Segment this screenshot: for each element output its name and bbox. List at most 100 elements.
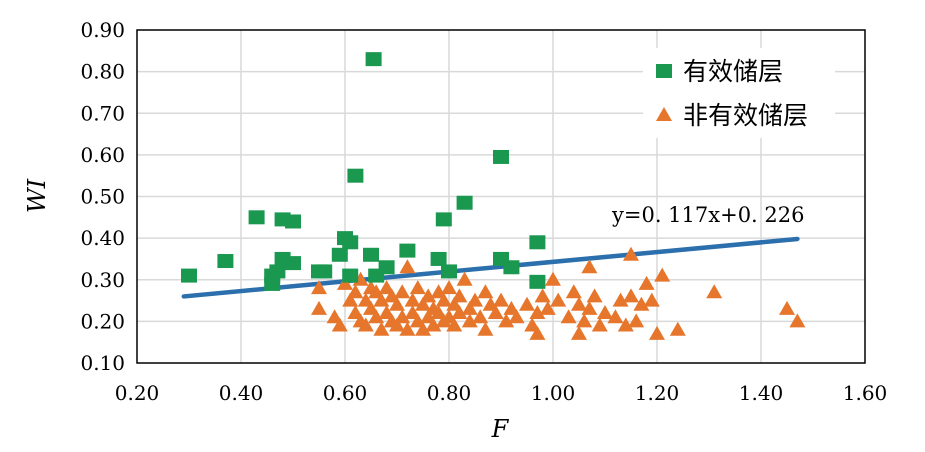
data-point-square xyxy=(399,243,416,258)
y-tick-label: 0.50 xyxy=(80,185,125,209)
data-point-square xyxy=(285,256,301,271)
data-point-triangle xyxy=(550,292,567,307)
data-point-triangle xyxy=(633,296,650,311)
x-axis-label: F xyxy=(491,415,510,443)
data-point-triangle xyxy=(623,246,639,261)
x-tick-label: 1.00 xyxy=(531,381,576,405)
data-point-triangle xyxy=(643,292,660,307)
x-tick-label: 0.20 xyxy=(115,381,160,405)
y-tick-label: 0.70 xyxy=(80,101,125,125)
data-point-triangle xyxy=(498,313,515,328)
data-point-square xyxy=(529,235,546,250)
data-point-square xyxy=(365,52,382,67)
legend-label-1: 有效储层 xyxy=(683,57,783,86)
data-point-triangle xyxy=(779,300,795,315)
data-point-square xyxy=(342,268,359,283)
x-tick-label: 1.20 xyxy=(635,381,680,405)
data-point-triangle xyxy=(399,321,416,336)
data-point-triangle xyxy=(311,300,327,315)
data-point-triangle xyxy=(529,305,546,320)
y-tick-label: 0.90 xyxy=(80,18,125,42)
y-tick-label: 0.60 xyxy=(80,143,125,167)
data-point-triangle xyxy=(420,288,437,303)
data-point-triangle xyxy=(404,292,421,307)
data-point-triangle xyxy=(534,288,551,303)
data-point-triangle xyxy=(571,325,587,340)
data-point-triangle xyxy=(617,317,634,332)
data-point-triangle xyxy=(451,288,468,303)
x-tick-label: 1.40 xyxy=(739,381,784,405)
data-point-triangle xyxy=(669,321,686,336)
data-point-triangle xyxy=(539,300,556,315)
data-point-square xyxy=(347,168,364,183)
data-point-square xyxy=(435,212,452,227)
data-point-square xyxy=(529,274,546,289)
trendline-equation: y=0. 117x+0. 226 xyxy=(611,203,805,227)
data-point-triangle xyxy=(342,292,359,307)
y-tick-label: 0.30 xyxy=(80,268,125,292)
data-point-triangle xyxy=(456,271,473,286)
data-point-triangle xyxy=(581,300,598,315)
plot-frame xyxy=(136,29,866,364)
x-tick-label: 0.80 xyxy=(427,381,472,405)
x-tick-label: 0.40 xyxy=(219,381,264,405)
data-point-triangle xyxy=(399,259,416,274)
data-point-triangle xyxy=(409,280,426,295)
series-1 xyxy=(181,52,546,291)
data-point-triangle xyxy=(571,296,587,311)
data-point-triangle xyxy=(586,288,603,303)
legend-marker-2 xyxy=(656,107,672,121)
data-point-square xyxy=(503,260,520,275)
data-point-triangle xyxy=(472,309,489,324)
data-point-triangle xyxy=(451,305,468,320)
y-tick-label: 0.20 xyxy=(80,309,125,333)
trendline-group xyxy=(181,236,800,299)
data-point-square xyxy=(217,254,234,269)
data-point-square xyxy=(181,268,197,283)
legend-label-2: 非有效储层 xyxy=(683,101,808,130)
y-tick-label: 0.80 xyxy=(80,60,125,84)
data-point-triangle xyxy=(623,288,639,303)
data-point-triangle xyxy=(477,284,494,299)
data-point-triangle xyxy=(368,309,385,324)
data-point-triangle xyxy=(487,305,504,320)
data-point-triangle xyxy=(389,317,405,332)
data-point-triangle xyxy=(638,275,655,290)
data-point-square xyxy=(378,260,395,275)
data-point-triangle xyxy=(529,325,546,340)
data-point-triangle xyxy=(628,313,645,328)
data-point-square xyxy=(430,251,447,266)
data-point-triangle xyxy=(649,325,665,340)
data-point-triangle xyxy=(607,309,624,324)
data-point-triangle xyxy=(654,267,671,282)
data-point-triangle xyxy=(311,280,327,295)
data-point-triangle xyxy=(706,284,723,299)
y-axis-label: WI xyxy=(23,178,51,213)
series-2 xyxy=(311,246,806,340)
data-point-triangle xyxy=(389,296,405,311)
legend-background xyxy=(643,48,835,138)
data-point-square xyxy=(456,195,473,210)
data-point-triangle xyxy=(415,321,431,336)
data-point-triangle xyxy=(347,284,364,299)
data-point-triangle xyxy=(467,292,483,307)
series-layer xyxy=(181,52,806,340)
data-point-square xyxy=(285,214,301,229)
data-point-triangle xyxy=(565,284,582,299)
data-point-triangle xyxy=(612,292,629,307)
data-point-square xyxy=(441,264,457,279)
data-point-triangle xyxy=(394,309,411,324)
data-point-triangle xyxy=(508,309,525,324)
data-point-square xyxy=(269,264,286,279)
data-point-triangle xyxy=(461,313,478,328)
data-point-triangle xyxy=(789,313,806,328)
data-point-triangle xyxy=(425,317,442,332)
data-point-triangle xyxy=(545,271,561,286)
y-tick-label: 0.40 xyxy=(80,226,125,250)
data-point-square xyxy=(316,264,333,279)
data-point-triangle xyxy=(560,309,577,324)
x-tick-label: 1.60 xyxy=(843,381,888,405)
y-tick-labels: 0.10 0.20 0.30 0.40 0.50 0.60 0.70 0.80 0.90 xyxy=(80,18,125,375)
x-tick-labels: 0.20 0.40 0.60 0.80 1.00 1.20 1.40 1.60 xyxy=(115,381,888,405)
